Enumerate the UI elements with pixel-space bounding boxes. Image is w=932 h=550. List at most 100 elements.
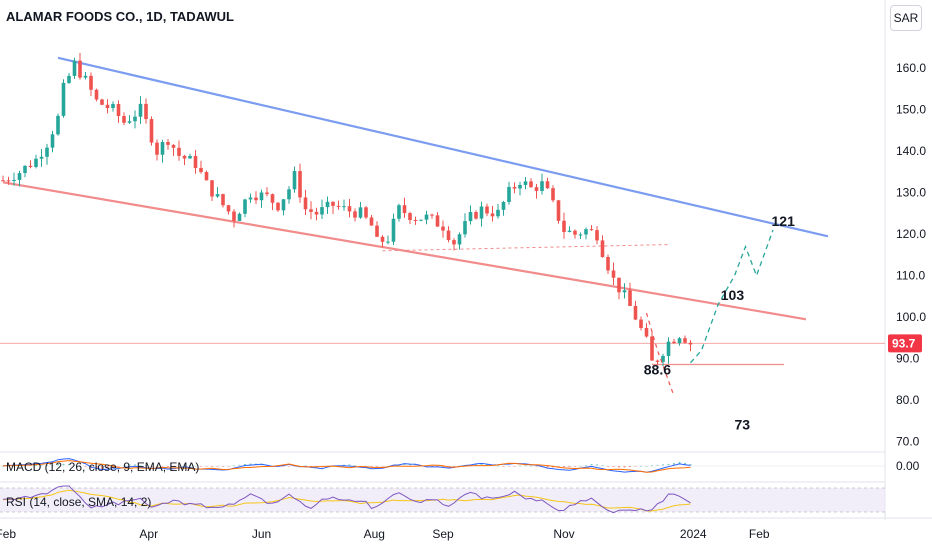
candle-body[interactable] [50, 134, 55, 148]
candle-body[interactable] [463, 221, 467, 235]
candle-body[interactable] [111, 104, 115, 109]
candle-body[interactable] [562, 220, 566, 232]
candle-body[interactable] [199, 167, 203, 173]
candle-body[interactable] [644, 328, 649, 337]
candle-body[interactable] [336, 205, 341, 207]
candle-body[interactable] [518, 184, 522, 189]
candle-body[interactable] [265, 192, 269, 195]
candle-body[interactable] [430, 214, 434, 216]
candle-body[interactable] [34, 158, 38, 167]
candle-body[interactable] [496, 209, 500, 217]
candle-body[interactable] [1, 180, 5, 182]
candle-body[interactable] [512, 186, 517, 189]
candle-body[interactable] [221, 194, 225, 206]
candle-body[interactable] [375, 225, 379, 237]
candle-body[interactable] [369, 217, 374, 226]
candle-body[interactable] [177, 147, 181, 156]
candle-body[interactable] [567, 230, 572, 232]
candle-body[interactable] [83, 75, 88, 78]
candle-body[interactable] [413, 219, 418, 221]
candle-body[interactable] [122, 115, 126, 123]
candle-body[interactable] [584, 229, 588, 235]
candle-body[interactable] [133, 116, 137, 122]
candle-body[interactable] [254, 197, 258, 201]
candle-body[interactable] [12, 179, 16, 181]
candle-body[interactable] [501, 202, 506, 210]
candle-body[interactable] [606, 256, 610, 271]
candle-body[interactable] [595, 230, 599, 241]
candle-body[interactable] [556, 200, 561, 221]
candle-body[interactable] [650, 336, 654, 361]
candle-body[interactable] [144, 103, 148, 120]
candle-body[interactable] [127, 121, 132, 123]
candle-body[interactable] [364, 207, 368, 218]
candle-body[interactable] [617, 277, 621, 293]
candle-body[interactable] [380, 236, 385, 242]
candle-body[interactable] [435, 215, 440, 227]
candle-body[interactable] [639, 319, 643, 329]
candle-body[interactable] [661, 355, 665, 362]
candle-body[interactable] [419, 219, 423, 221]
candle-body[interactable] [402, 205, 407, 214]
candle-body[interactable] [551, 188, 555, 201]
candle-body[interactable] [166, 142, 170, 145]
candle-body[interactable] [243, 199, 247, 214]
candle-body[interactable] [160, 142, 165, 155]
candle-body[interactable] [397, 205, 401, 219]
candle-body[interactable] [138, 103, 143, 117]
candle-body[interactable] [347, 206, 352, 212]
candle-body[interactable] [600, 240, 605, 257]
candle-body[interactable] [210, 180, 214, 197]
candle-body[interactable] [573, 230, 577, 235]
candle-body[interactable] [688, 342, 693, 345]
candle-body[interactable] [17, 173, 22, 180]
lower-trendline[interactable] [2, 181, 807, 321]
candle-body[interactable] [188, 155, 192, 159]
candle-body[interactable] [171, 144, 176, 148]
candle-body[interactable] [248, 197, 253, 200]
candle-body[interactable] [457, 234, 462, 245]
candle-body[interactable] [666, 341, 671, 356]
candle-body[interactable] [215, 194, 220, 197]
candle-body[interactable] [545, 181, 550, 189]
candle-body[interactable] [303, 197, 308, 210]
candle-body[interactable] [105, 104, 110, 109]
candle-body[interactable] [89, 75, 93, 90]
candle-body[interactable] [452, 240, 456, 245]
candle-body[interactable] [193, 155, 198, 168]
candle-body[interactable] [633, 305, 638, 320]
rsi-label[interactable]: RSI (14, close, SMA, 14, 2) [6, 495, 152, 509]
candle-body[interactable] [287, 189, 291, 200]
candle-body[interactable] [386, 241, 390, 243]
candle-body[interactable] [408, 213, 412, 220]
candle-body[interactable] [314, 211, 319, 215]
candle-body[interactable] [281, 199, 286, 211]
candle-body[interactable] [204, 172, 209, 181]
upper-trendline[interactable] [57, 56, 829, 238]
candle-body[interactable] [628, 290, 632, 306]
candle-body[interactable] [149, 119, 154, 143]
candle-body[interactable] [61, 82, 66, 116]
candle-body[interactable] [622, 290, 627, 293]
candle-body[interactable] [28, 165, 33, 167]
candle-body[interactable] [655, 360, 660, 362]
candle-body[interactable] [39, 156, 44, 159]
candle-body[interactable] [446, 230, 451, 241]
candle-body[interactable] [309, 209, 313, 212]
candle-body[interactable] [683, 338, 687, 343]
macd-label[interactable]: MACD (12, 26, close, 9, EMA, EMA) [6, 460, 200, 474]
candle-body[interactable] [474, 212, 478, 219]
candle-body[interactable] [578, 234, 583, 236]
candle-body[interactable] [540, 181, 544, 191]
candle-body[interactable] [342, 206, 346, 208]
candle-body[interactable] [353, 211, 357, 218]
candle-body[interactable] [270, 194, 275, 203]
candle-body[interactable] [100, 99, 104, 105]
candle-body[interactable] [320, 207, 324, 215]
candle-body[interactable] [276, 202, 280, 211]
candle-body[interactable] [45, 147, 49, 157]
candle-body[interactable] [479, 206, 484, 219]
candle-body[interactable] [226, 205, 231, 212]
candle-body[interactable] [677, 338, 682, 344]
